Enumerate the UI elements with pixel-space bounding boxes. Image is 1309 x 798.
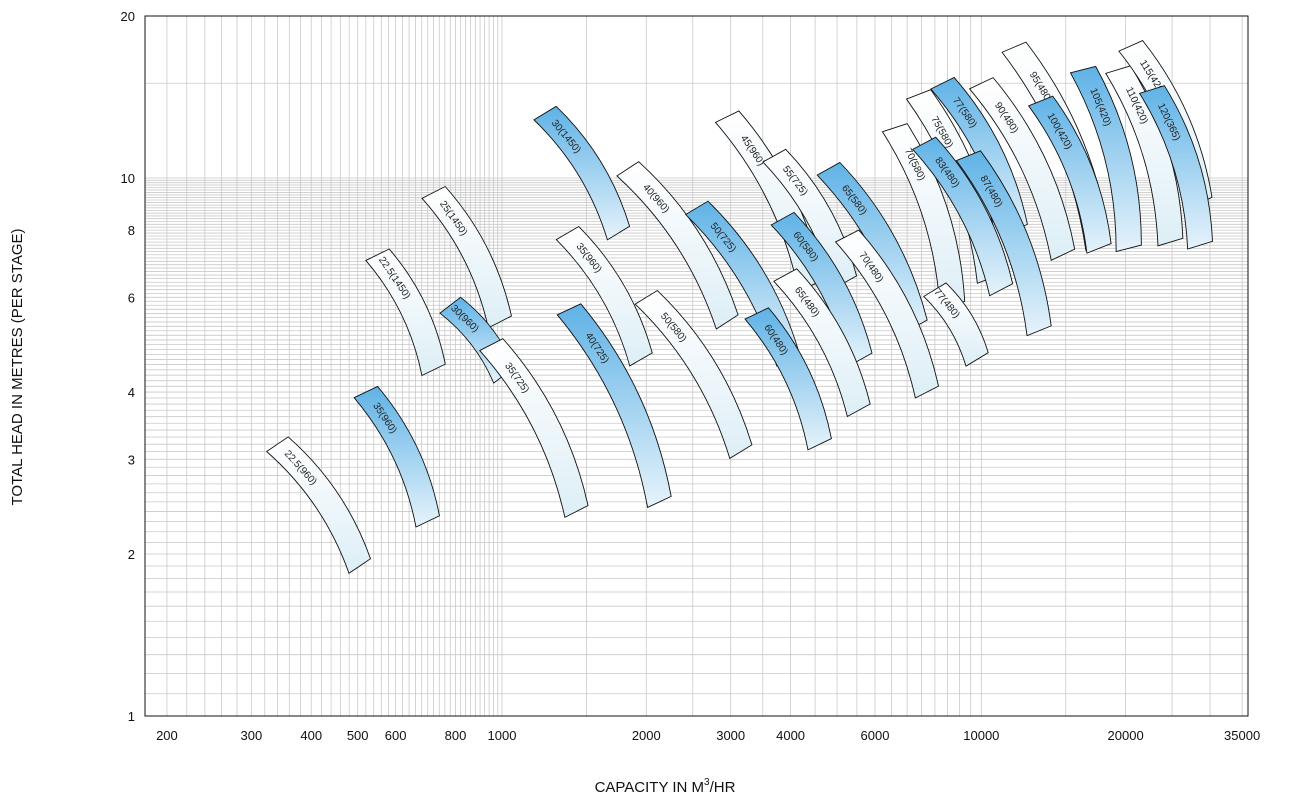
x-axis-title-superscript: 3 [704,777,710,788]
operating-band [1027,95,1112,254]
y-tick-label: 10 [121,171,135,186]
y-tick-label: 2 [128,547,135,562]
x-tick-label: 300 [240,728,262,743]
y-tick-label: 3 [128,452,135,467]
y-tick-label: 20 [121,9,135,24]
operating-band [968,77,1076,261]
operating-band [555,225,653,367]
plot-frame [144,15,1249,717]
x-tick-label: 4000 [776,728,805,743]
operating-band [744,307,832,451]
x-tick-label: 800 [445,728,467,743]
x-tick-label: 1000 [488,728,517,743]
operating-band [923,282,989,367]
x-tick-label: 500 [347,728,369,743]
operating-band [773,268,871,418]
x-tick-label: 35000 [1224,728,1260,743]
x-tick-label: 6000 [861,728,890,743]
operating-bands: 22.5(960)35(960)22.5(1450)25(1450)30(960… [265,40,1213,575]
y-tick-label: 6 [128,290,135,305]
x-tick-labels: 200 300 400 500 600 800 1000 2000 3000 4000 6000 10… [156,728,1260,743]
operating-band [834,229,940,399]
operating-band [353,385,440,528]
x-tick-label: 20000 [1108,728,1144,743]
operating-band [1069,65,1142,253]
y-tick-labels: 1 2 3 4 6 8 10 20 [121,9,135,724]
x-tick-label: 10000 [963,728,999,743]
y-tick-label: 4 [128,385,135,400]
y-tick-label: 8 [128,223,135,238]
x-tick-label: 600 [385,728,407,743]
y-tick-label: 1 [128,709,135,724]
operating-band [634,289,753,460]
x-tick-label: 2000 [632,728,661,743]
operating-band [616,161,739,330]
x-tick-label: 400 [300,728,322,743]
operating-band [533,105,631,241]
operating-band [479,338,589,519]
x-tick-label: 200 [156,728,178,743]
y-axis-title: TOTAL HEAD IN METRES (PER STAGE) [9,229,26,506]
operating-band [955,150,1052,337]
operating-band [265,436,372,575]
operating-band [556,303,672,509]
x-tick-label: 3000 [716,728,745,743]
operating-band [1138,85,1213,250]
x-axis-title: CAPACITY IN M3/HR [595,777,736,796]
x-axis-title-suffix: /HR [710,779,736,796]
operating-band [911,136,1014,297]
x-axis-title-text: CAPACITY IN M [595,779,704,796]
operating-band [365,248,446,377]
